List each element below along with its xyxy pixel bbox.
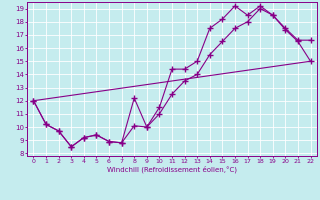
X-axis label: Windchill (Refroidissement éolien,°C): Windchill (Refroidissement éolien,°C) (107, 165, 237, 173)
